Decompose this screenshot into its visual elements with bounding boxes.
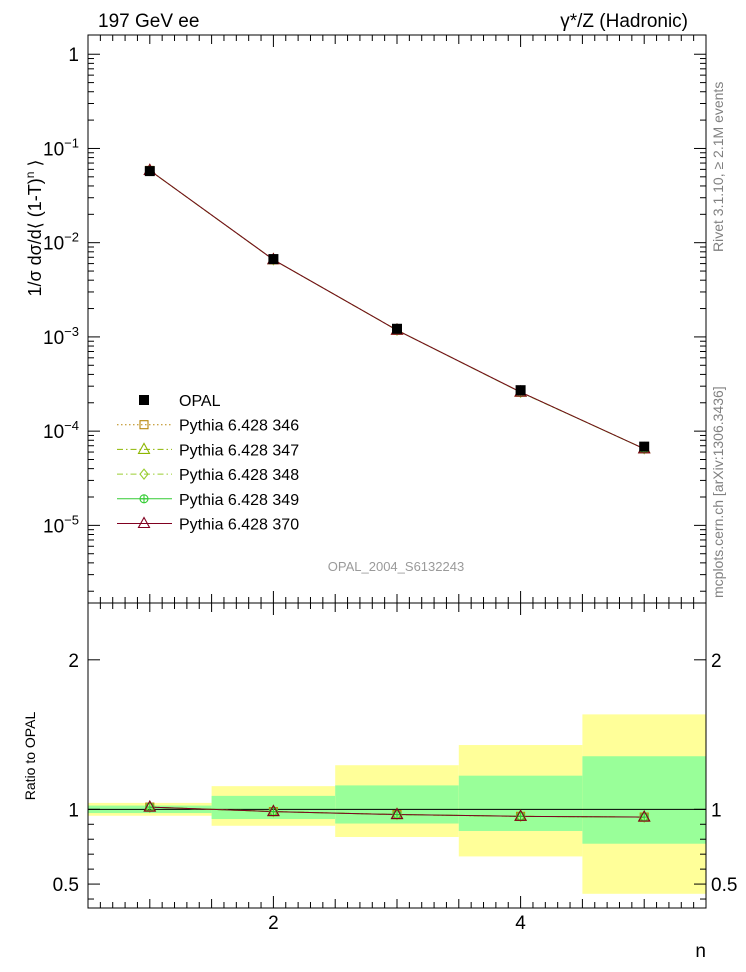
legend-marker	[139, 494, 149, 504]
analysis-watermark: OPAL_2004_S6132243	[328, 559, 464, 574]
series-line	[149, 169, 645, 450]
main-y-tick-label: 10−3	[43, 324, 79, 349]
legend-label: Pythia 6.428 349	[179, 492, 299, 509]
ratio-y-tick-label: 0.5	[53, 875, 79, 896]
legend-label: Pythia 6.428 346	[179, 418, 299, 435]
legend-marker	[137, 516, 151, 529]
main-y-tick-labels: 1 10−1 10−2 10−3 10−4 10−5	[43, 45, 79, 537]
legend-marker	[137, 442, 151, 454]
y-label-pre: 1/σ dσ/d⟨ (1-T)	[25, 178, 45, 296]
legend-item: Pythia 6.428 370	[117, 516, 299, 534]
ratio-uncertainty-bands	[88, 714, 706, 894]
ratio-inner-band	[458, 775, 583, 832]
ratio-y-tick-label: 2	[68, 651, 79, 672]
main-series-markers	[143, 163, 651, 455]
legend-item: Pythia 6.428 346	[117, 418, 299, 435]
legend-label: OPAL	[179, 393, 221, 410]
legend-marker	[139, 420, 149, 430]
ratio-x-tick-label: 2	[268, 913, 279, 934]
ratio-plot-frame	[87, 602, 707, 909]
legend-marker	[139, 468, 149, 480]
main-y-tick-label: 10−5	[43, 512, 79, 537]
legend-label: Pythia 6.428 370	[179, 517, 299, 534]
series-line	[149, 169, 645, 450]
series-line	[149, 169, 645, 450]
legend-marker	[139, 395, 149, 405]
y-label-post: ⟩	[25, 160, 45, 172]
ratio-data-point	[266, 804, 280, 817]
ratio-axis-ticks	[88, 603, 706, 908]
main-y-tick-label: 10−2	[43, 230, 79, 255]
y-label-sup: n	[23, 172, 37, 179]
ratio-series-markers	[143, 799, 651, 823]
main-y-axis-label: 1/σ dσ/d⟨ (1-T)n ⟩	[23, 160, 45, 297]
ratio-data-point	[390, 807, 404, 820]
ratio-y-tick-labels: 0.5 0.5 1 1 2 2	[53, 651, 738, 896]
ratio-y-tick-label-right: 2	[711, 651, 722, 672]
legend-label: Pythia 6.428 348	[179, 467, 299, 484]
legend-item: Pythia 6.428 349	[117, 492, 299, 509]
data-point	[515, 385, 526, 396]
header-right-title: γ*/Z (Hadronic)	[560, 11, 688, 32]
legend: OPAL Pythia 6.428 346 Pythia 6.428 347 Pyth…	[117, 393, 299, 534]
ratio-data-point	[143, 799, 157, 812]
ratio-data-point	[514, 809, 528, 821]
legend-item: OPAL	[139, 393, 221, 410]
data-point	[144, 166, 155, 177]
rivet-version-label: Rivet 3.1.10, ≥ 2.1M events	[710, 82, 726, 252]
ratio-data-point	[637, 809, 651, 822]
ratio-y-axis-label: Ratio to OPAL	[22, 712, 38, 801]
legend-item: Pythia 6.428 348	[117, 467, 299, 484]
series-line	[149, 169, 645, 450]
mcplots-url-label: mcplots.cern.ch [arXiv:1306.3436]	[710, 386, 726, 598]
main-y-tick-label: 10−4	[43, 418, 79, 443]
ratio-inner-band	[582, 756, 706, 844]
main-y-tick-label: 1	[68, 45, 79, 66]
ratio-y-tick-label-right: 0.5	[711, 875, 737, 896]
main-series-lines	[149, 169, 645, 450]
ratio-y-tick-label-right: 1	[711, 800, 722, 821]
ratio-y-tick-label: 1	[68, 800, 79, 821]
main-plot-panel: 1 10−1 10−2 10−3 10−4 10−5 1/σ dσ/d⟨ (1-T)n ⟩…	[23, 34, 707, 604]
header-left-title: 197 GeV ee	[98, 11, 199, 32]
legend-label: Pythia 6.428 347	[179, 442, 299, 459]
legend-item: Pythia 6.428 347	[117, 442, 299, 459]
data-point	[639, 441, 650, 452]
series-line	[149, 169, 645, 450]
x-axis-label: n	[695, 941, 706, 962]
data-point	[268, 254, 279, 265]
main-y-tick-label: 10−1	[43, 135, 79, 160]
ratio-x-tick-label: 4	[515, 913, 526, 934]
main-axis-ticks	[88, 35, 706, 603]
data-point	[392, 323, 402, 334]
